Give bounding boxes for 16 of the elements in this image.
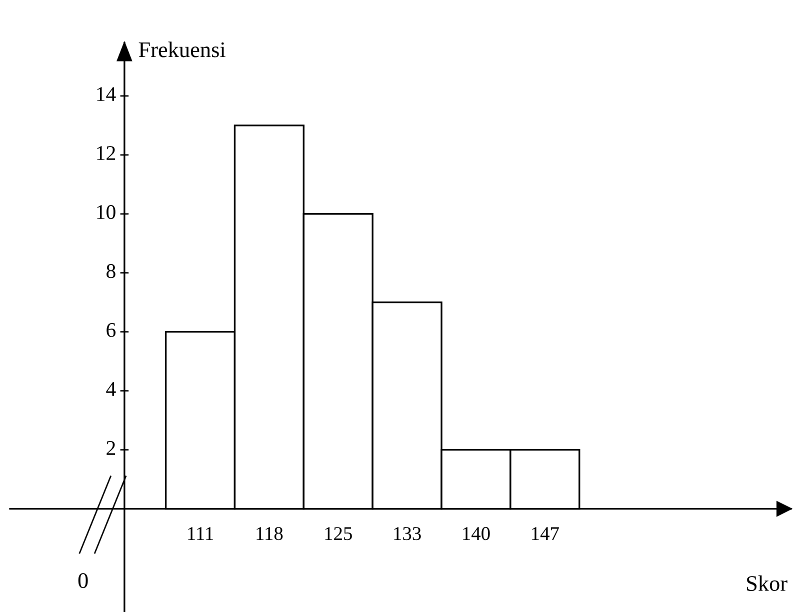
y-tick-label: 10 xyxy=(97,205,116,220)
text: 0 xyxy=(78,573,88,588)
y-tick-label: 4 xyxy=(106,382,116,396)
y-tick-label: 14 xyxy=(97,87,116,101)
x-tick-label: 133 xyxy=(394,527,421,540)
y-tick-label: 12 xyxy=(97,146,116,160)
x-tick-label: 111 xyxy=(188,527,213,540)
text: Skor xyxy=(747,575,788,592)
x-tick-label: 140 xyxy=(463,527,490,540)
y-tick-label: 6 xyxy=(106,323,116,338)
y-axis-title: Frekuensi xyxy=(138,42,226,58)
x-tick-label: 118 xyxy=(256,527,283,540)
y-tick-label: 2 xyxy=(106,441,116,455)
y-tick-label: 8 xyxy=(106,264,116,278)
x-tick-label: 125 xyxy=(325,527,352,540)
x-tick-label: 147 xyxy=(532,527,559,540)
